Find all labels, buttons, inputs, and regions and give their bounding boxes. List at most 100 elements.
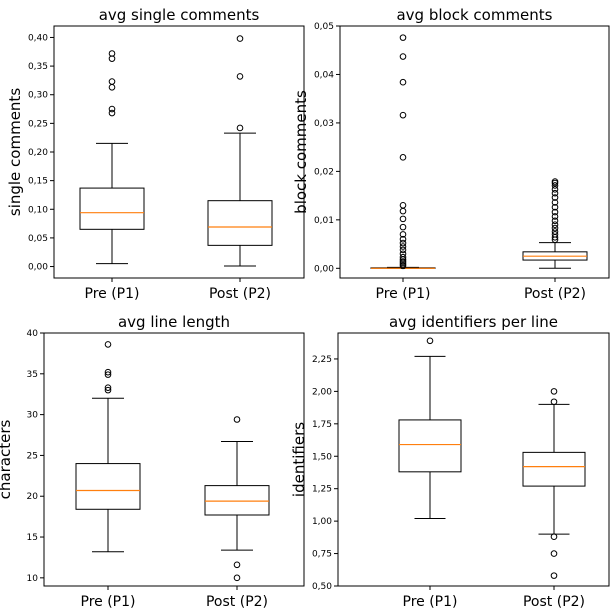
outlier-point	[233, 561, 241, 569]
outlier-point	[399, 215, 407, 223]
outlier-point	[551, 213, 559, 220]
outlier-point	[551, 224, 559, 232]
y-tick-label: 10	[27, 574, 39, 584]
x-category-label: Pre (P1)	[85, 286, 140, 302]
y-tick-label: 15	[27, 533, 38, 543]
y-tick-label: 30	[27, 411, 39, 421]
plot-frame	[43, 332, 305, 587]
outlier-point	[550, 550, 558, 557]
outlier-point	[399, 34, 407, 41]
outlier-point	[108, 50, 116, 57]
y-tick-label: 25	[27, 451, 38, 461]
y-tick-label: 1,75	[312, 420, 332, 430]
iqr-box	[207, 200, 273, 246]
outlier-point	[399, 202, 407, 209]
outlier-point	[399, 246, 407, 254]
iqr-box	[75, 463, 141, 510]
x-category-label: Pre (P1)	[403, 594, 458, 609]
outlier-point	[399, 207, 407, 215]
box-pre: Pre (P1)	[79, 50, 145, 302]
chart-title: avg line length	[118, 313, 230, 331]
x-category-label: Post (P2)	[206, 594, 268, 609]
outlier-point	[551, 203, 559, 211]
y-tick-label: 2,25	[312, 355, 332, 365]
outlier-point	[108, 109, 116, 117]
y-tick-label: 0,35	[28, 62, 48, 72]
y-tick-label: 0,04	[314, 70, 334, 80]
outlier-point	[551, 189, 559, 197]
y-axis-label: characters	[0, 419, 14, 499]
outlier-point	[551, 186, 559, 193]
plot-frame	[337, 332, 610, 587]
outlier-point	[550, 533, 558, 540]
outlier-point	[233, 574, 241, 582]
iqr-box	[522, 451, 586, 487]
plot-frame	[53, 25, 305, 279]
iqr-box	[79, 187, 145, 230]
plot-frame	[339, 25, 610, 279]
x-category-label: Post (P2)	[209, 286, 271, 302]
y-tick-label: 1,50	[312, 452, 332, 462]
y-tick-label: 0,40	[28, 33, 48, 43]
box-post: Post (P2)	[522, 178, 588, 302]
y-tick-label: 0,00	[314, 264, 334, 274]
y-tick-label: 0,10	[28, 205, 48, 215]
chart-title: avg single comments	[99, 6, 260, 24]
y-tick-label: 0,00	[28, 263, 48, 273]
chart-title: avg identifiers per line	[389, 313, 558, 331]
box-pre: Pre (P1)	[370, 34, 436, 302]
outlier-point	[399, 253, 407, 261]
chart-panel-4: avg identifiers per line identifiers 0,50 0…	[290, 313, 610, 609]
outlier-point	[399, 235, 407, 243]
y-axis-label: single comments	[6, 88, 24, 216]
outlier-point	[236, 35, 244, 42]
outlier-point	[551, 231, 559, 238]
y-tick-label: 0,30	[28, 91, 48, 101]
y-axis-label: identifiers	[290, 422, 308, 497]
outlier-point	[551, 208, 559, 216]
outlier-point	[104, 368, 112, 376]
outlier-point	[399, 78, 407, 86]
y-tick-label: 0,03	[314, 119, 334, 129]
outlier-point	[399, 53, 407, 60]
y-tick-label: 1,25	[312, 485, 332, 495]
chart-panel-3: avg line length characters 10 15 20 25 30 35 40 P…	[0, 313, 305, 609]
outlier-point	[551, 228, 559, 235]
outlier-point	[550, 572, 558, 579]
y-tick-label: 35	[27, 370, 38, 380]
outlier-point	[551, 217, 559, 225]
y-tick-label: 0,25	[28, 119, 48, 129]
chart-title: avg block comments	[396, 6, 552, 24]
outlier-point	[399, 231, 407, 238]
x-category-label: Pre (P1)	[376, 286, 431, 302]
box-pre: Pre (P1)	[75, 341, 141, 609]
y-tick-label: 0,05	[28, 234, 48, 244]
outlier-point	[399, 243, 407, 250]
box-pre: Pre (P1)	[398, 337, 462, 609]
outlier-point	[236, 124, 244, 132]
outlier-point	[550, 398, 558, 406]
outlier-point	[108, 78, 116, 85]
outlier-point	[551, 221, 559, 228]
y-tick-label: 2,00	[312, 387, 332, 397]
y-tick-label: 0,01	[314, 216, 334, 226]
outlier-point	[551, 194, 559, 201]
x-category-label: Post (P2)	[523, 594, 585, 609]
outlier-point	[104, 384, 112, 391]
outlier-point	[104, 386, 112, 394]
outlier-point	[233, 416, 241, 423]
box-post: Post (P2)	[522, 388, 586, 609]
iqr-box	[204, 485, 270, 516]
outlier-point	[551, 182, 559, 189]
outlier-point	[399, 111, 407, 119]
y-tick-label: 0,02	[314, 167, 334, 177]
outlier-point	[399, 250, 407, 258]
box-post: Post (P2)	[204, 416, 270, 609]
box-post: Post (P2)	[207, 35, 273, 302]
outlier-point	[236, 73, 244, 80]
y-tick-label: 0,20	[28, 148, 48, 158]
y-tick-label: 0,15	[28, 177, 48, 187]
outlier-point	[426, 337, 434, 345]
y-tick-label: 1,00	[312, 517, 332, 527]
outlier-point	[104, 371, 112, 378]
